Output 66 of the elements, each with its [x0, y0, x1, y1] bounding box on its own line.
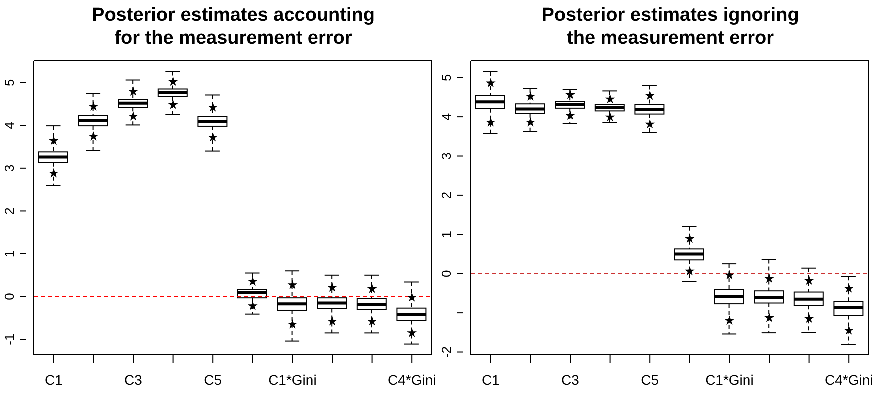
chart-title: Posterior estimates ignoring the measurement error: [540, 4, 800, 50]
point: [605, 112, 616, 122]
point: [844, 326, 854, 335]
point: [724, 316, 735, 326]
point: [208, 102, 218, 112]
point: [645, 90, 656, 100]
point: [208, 132, 218, 142]
point: [168, 76, 178, 86]
point: [486, 78, 496, 88]
point: [684, 234, 695, 244]
point: [248, 276, 258, 286]
y-tick-label: 3: [2, 164, 17, 172]
x-tick-label: C5: [204, 372, 222, 388]
point: [566, 90, 576, 100]
point: [128, 111, 138, 121]
point: [804, 314, 814, 324]
point: [288, 319, 298, 329]
point: [248, 301, 258, 310]
point: [724, 270, 735, 280]
point: [407, 292, 418, 302]
point: [48, 168, 59, 178]
point: [367, 316, 378, 326]
point: [804, 276, 814, 286]
y-tick-label: 4: [439, 113, 454, 121]
y-tick-label: 0: [2, 293, 17, 300]
point: [288, 280, 298, 290]
y-tick-label: 5: [2, 79, 17, 86]
point: [407, 328, 418, 338]
y-tick-label: 1: [2, 250, 17, 258]
point: [486, 117, 496, 127]
point: [526, 117, 536, 127]
x-tick-label: C1: [44, 372, 64, 388]
point: [128, 86, 138, 96]
x-tick-label: C5: [641, 372, 660, 388]
point: [328, 316, 338, 326]
point: [526, 92, 536, 101]
point: [684, 266, 695, 276]
x-tick-label: C1: [482, 372, 500, 388]
point: [88, 132, 99, 141]
point: [168, 100, 178, 110]
point: [48, 136, 59, 146]
y-tick-label: 3: [439, 152, 454, 160]
y-tick-label: 1: [439, 231, 454, 238]
x-tick-label: C3: [124, 372, 143, 388]
x-tick-label: C4*Gini: [824, 372, 874, 388]
x-tick-label: C4*Gini: [388, 372, 436, 388]
y-tick-label: 5: [439, 74, 454, 82]
point: [645, 119, 656, 129]
x-tick-label: C3: [562, 372, 580, 388]
point: [605, 94, 616, 104]
x-tick-label: C1*Gini: [268, 372, 317, 388]
chart-title: Posterior estimates accounting for the measurement error: [91, 4, 376, 50]
y-tick-label: 2: [2, 208, 17, 215]
y-tick-label: -2: [439, 346, 454, 358]
y-tick-label: 2: [439, 192, 454, 200]
point: [328, 282, 338, 292]
point: [764, 312, 774, 322]
y-tick-label: -1: [2, 334, 17, 346]
y-tick-label: 0: [439, 270, 454, 278]
point: [764, 274, 774, 284]
point: [844, 284, 854, 293]
point: [367, 284, 378, 294]
x-tick-label: C1*Gini: [706, 372, 754, 388]
point: [88, 102, 99, 111]
y-tick-label: 4: [2, 122, 17, 130]
point: [566, 110, 576, 120]
